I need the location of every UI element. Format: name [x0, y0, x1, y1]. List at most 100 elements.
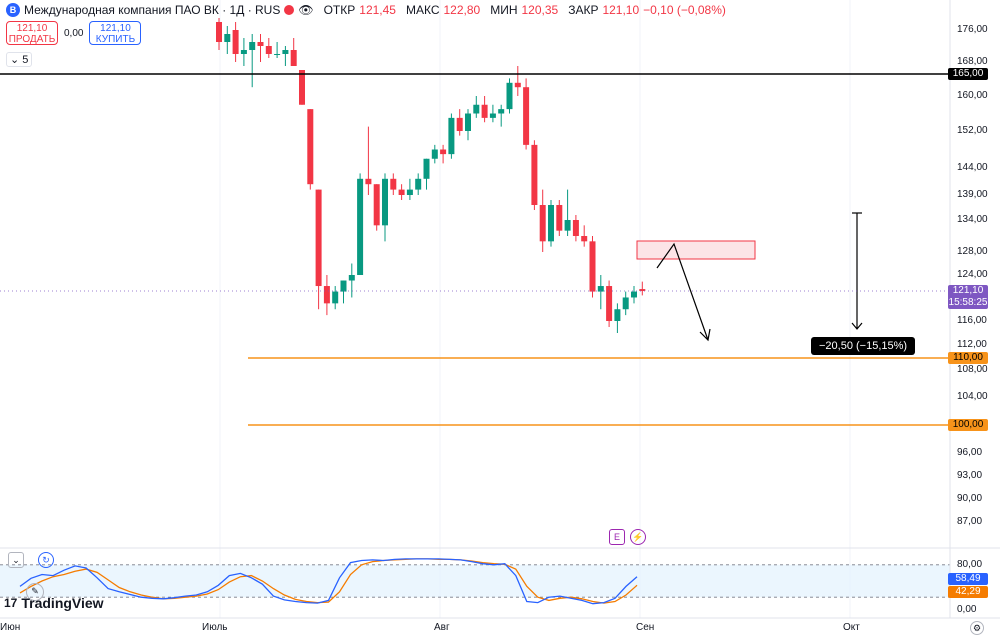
collapse-pane-icon[interactable]: ⌄ [8, 552, 24, 568]
forecast-arrow[interactable] [656, 242, 709, 341]
candle-body [373, 184, 380, 226]
osc-band-fill [0, 564, 950, 598]
drawings [636, 212, 863, 342]
candle-body [307, 109, 314, 185]
candles [216, 18, 646, 333]
price-tick-label: 90,00 [957, 493, 983, 504]
sell-button[interactable]: 121,10 ПРОДАТЬ [6, 21, 58, 45]
close-label: ЗАКР [568, 3, 599, 17]
candle-body [614, 309, 621, 321]
candle-body [224, 34, 231, 42]
candle-body [473, 104, 480, 114]
candle-body [440, 149, 447, 155]
candle-body [498, 109, 505, 114]
candle-body [465, 113, 471, 131]
price-tick-label: 87,00 [957, 516, 983, 527]
candle-body [581, 236, 588, 242]
sell-price: 121,10 [16, 23, 48, 34]
candle-body [216, 22, 222, 42]
price-tick-label: 152,00 [957, 125, 988, 136]
open-value: 121,45 [359, 3, 396, 17]
sell-label: ПРОДАТЬ [8, 34, 56, 45]
levels [0, 73, 950, 426]
tradingview-logo: 17 TradingView [4, 595, 104, 611]
osc-d-tag: 42,29 [948, 586, 988, 598]
candle-body [249, 42, 256, 50]
candle-body [514, 82, 521, 88]
candle-body [274, 54, 281, 55]
candle-body [589, 241, 596, 292]
candle-body [382, 178, 388, 226]
candle-body [365, 178, 372, 185]
refresh-icon[interactable]: ↻ [38, 552, 54, 568]
measure-label: −20,50 (−15,15%) [811, 337, 916, 355]
candle-body [315, 189, 322, 287]
high-value: 122,80 [443, 3, 481, 17]
candle-body [415, 178, 422, 190]
price-tick-label: 144,00 [957, 162, 988, 173]
buy-button[interactable]: 121,10 КУПИТЬ [89, 21, 142, 45]
candle-body [431, 149, 438, 159]
indicators-toggle[interactable]: ⌄ 5 [6, 52, 33, 67]
level-100-tag: 100,00 [948, 419, 988, 431]
chevron-down-icon: ⌄ [10, 54, 20, 66]
symbol-legend: В Международная компания ПАО ВК · 1Д · R… [6, 3, 726, 17]
candle-body [481, 104, 488, 118]
candle-body [232, 30, 239, 54]
current-price: 121,10 [952, 285, 984, 296]
candle-body [506, 82, 513, 110]
lightning-icon[interactable]: ⚡ [630, 529, 646, 545]
measure-arrowhead [851, 322, 863, 330]
resistance-zone[interactable] [636, 240, 756, 260]
time-tick-label: Июн [0, 622, 21, 633]
candle-body [531, 144, 538, 205]
symbol-title[interactable]: Международная компания ПАО ВК · 1Д · RUS [24, 3, 281, 17]
candle-body [257, 42, 264, 46]
settings-gear-icon[interactable]: ⚙ [970, 621, 984, 635]
time-tick-label: Июль [202, 622, 228, 633]
candle-body [606, 286, 613, 321]
change-value: −0,10 (−0,08%) [643, 3, 726, 17]
price-tick-label: 160,00 [957, 90, 988, 101]
level-165-tag: 165,00 [948, 68, 988, 80]
candle-body [265, 46, 272, 54]
time-tick-label: Сен [636, 622, 655, 633]
high-label: МАКС [405, 3, 440, 17]
price-tick-label: 96,00 [957, 447, 983, 458]
low-value: 120,35 [521, 3, 559, 17]
candle-body [639, 289, 646, 291]
candle-body [348, 275, 355, 281]
vk-logo-icon: В [6, 3, 20, 17]
open-label: ОТКР [323, 3, 356, 17]
buy-price: 121,10 [100, 23, 131, 34]
candle-body [357, 178, 364, 275]
oscillator-pane [0, 558, 950, 605]
drawing-pen-icon[interactable]: ✎ [26, 583, 44, 601]
time-tick-label: Окт [843, 622, 860, 633]
candle-body [548, 205, 554, 242]
price-tick-label: 128,00 [957, 246, 988, 257]
candle-body [456, 117, 463, 131]
price-tick-label: 124,00 [957, 269, 988, 280]
price-tick-label: 112,00 [957, 339, 987, 350]
close-value: 121,10 [602, 3, 640, 17]
candle-body [539, 205, 546, 242]
candle-body [398, 189, 405, 195]
buy-label: КУПИТЬ [95, 34, 136, 45]
time-tick-label: Авг [434, 622, 450, 633]
price-tick-label: 168,00 [957, 56, 988, 67]
eye-icon[interactable]: 👁 [298, 3, 314, 17]
earnings-icon[interactable]: E [609, 529, 625, 545]
price-tick-label: 104,00 [957, 391, 988, 402]
candle-body [282, 50, 289, 54]
market-status-dot-icon[interactable] [284, 5, 295, 15]
price-tick-label: 108,00 [957, 364, 988, 375]
indicators-count: 5 [22, 54, 29, 66]
osc-k-line [19, 558, 638, 605]
candle-body [523, 87, 530, 145]
price-tick-label: 116,00 [957, 315, 987, 326]
candle-body [240, 50, 247, 54]
candle-body [572, 220, 579, 236]
level-110-tag: 110,00 [948, 352, 988, 364]
